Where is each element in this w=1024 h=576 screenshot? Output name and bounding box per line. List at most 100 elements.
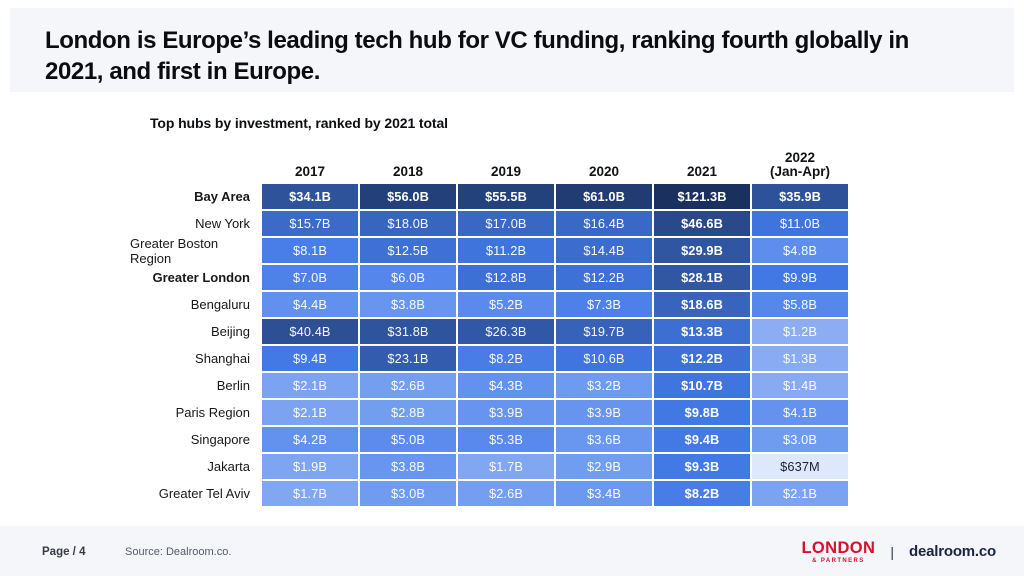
heat-cell: $3.9B — [458, 400, 554, 425]
heat-cell: $1.7B — [458, 454, 554, 479]
heat-cell: $28.1B — [654, 265, 750, 290]
heat-cell: $7.3B — [556, 292, 652, 317]
heat-cell: $2.1B — [262, 373, 358, 398]
column-header-2018: 2018 — [392, 164, 424, 179]
heat-cell: $3.0B — [360, 481, 456, 506]
heat-cell: $9.8B — [654, 400, 750, 425]
heat-cell: $2.1B — [262, 400, 358, 425]
heat-cell: $2.9B — [556, 454, 652, 479]
heat-cell: $9.3B — [654, 454, 750, 479]
column-header-2020: 2020 — [588, 164, 620, 179]
heat-cell: $18.6B — [654, 292, 750, 317]
heat-cell: $5.2B — [458, 292, 554, 317]
heat-cell: $3.8B — [360, 292, 456, 317]
heat-cell: $56.0B — [360, 184, 456, 209]
heat-cell: $1.4B — [752, 373, 848, 398]
heat-cell: $7.0B — [262, 265, 358, 290]
heat-cell: $55.5B — [458, 184, 554, 209]
heat-cell: $4.1B — [752, 400, 848, 425]
heat-cell: $3.8B — [360, 454, 456, 479]
heat-cell: $11.2B — [458, 238, 554, 263]
row-label: Greater London — [152, 270, 250, 285]
dealroom-logo: dealroom.co — [909, 543, 996, 561]
heat-cell: $3.2B — [556, 373, 652, 398]
row-label: Greater Tel Aviv — [158, 486, 250, 501]
column-header-2017: 2017 — [294, 164, 326, 179]
heat-cell: $4.3B — [458, 373, 554, 398]
london-partners-logo: LONDON & PARTNERS — [801, 538, 876, 564]
heat-cell: $9.4B — [262, 346, 358, 371]
logo-separator: | — [890, 543, 894, 560]
heat-cell: $5.8B — [752, 292, 848, 317]
heat-cell: $4.4B — [262, 292, 358, 317]
heat-cell: $12.2B — [556, 265, 652, 290]
heat-cell: $6.0B — [360, 265, 456, 290]
heat-cell: $8.2B — [458, 346, 554, 371]
slide-title: London is Europe’s leading tech hub for … — [45, 27, 909, 85]
heat-cell: $8.2B — [654, 481, 750, 506]
heat-cell: $61.0B — [556, 184, 652, 209]
heat-cell: $3.0B — [752, 427, 848, 452]
heat-cell: $34.1B — [262, 184, 358, 209]
heat-cell: $10.7B — [654, 373, 750, 398]
heat-cell: $18.0B — [360, 211, 456, 236]
footer-band — [0, 526, 1024, 576]
row-label: Shanghai — [195, 351, 250, 366]
heat-cell: $11.0B — [752, 211, 848, 236]
heat-cell: $46.6B — [654, 211, 750, 236]
heat-cell: $2.6B — [360, 373, 456, 398]
heat-cell: $2.1B — [752, 481, 848, 506]
heat-cell: $8.1B — [262, 238, 358, 263]
heat-cell: $35.9B — [752, 184, 848, 209]
heat-cell: $1.7B — [262, 481, 358, 506]
column-header-2019: 2019 — [490, 164, 522, 179]
heat-cell: $12.5B — [360, 238, 456, 263]
heat-cell: $3.9B — [556, 400, 652, 425]
page-number: Page / 4 — [42, 546, 86, 558]
row-label: Bay Area — [194, 189, 250, 204]
heat-cell: $5.0B — [360, 427, 456, 452]
heat-cell: $1.2B — [752, 319, 848, 344]
heat-cell: $637M — [752, 454, 848, 479]
row-label: Bengaluru — [190, 297, 250, 312]
row-label: Singapore — [190, 432, 250, 447]
heat-cell: $15.7B — [262, 211, 358, 236]
column-header-2021: 2021 — [686, 164, 718, 179]
heat-cell: $29.9B — [654, 238, 750, 263]
table-title: Top hubs by investment, ranked by 2021 t… — [150, 115, 448, 131]
london-logo-text: LONDON — [801, 538, 876, 557]
heat-cell: $9.9B — [752, 265, 848, 290]
heat-cell: $2.6B — [458, 481, 554, 506]
heat-cell: $1.3B — [752, 346, 848, 371]
heat-cell: $23.1B — [360, 346, 456, 371]
heat-cell: $1.9B — [262, 454, 358, 479]
heat-cell: $9.4B — [654, 427, 750, 452]
heat-cell: $14.4B — [556, 238, 652, 263]
heat-cell: $3.4B — [556, 481, 652, 506]
heat-cell: $2.8B — [360, 400, 456, 425]
heat-cell: $4.8B — [752, 238, 848, 263]
london-logo-subtext: & PARTNERS — [812, 558, 865, 564]
heat-cell: $4.2B — [262, 427, 358, 452]
row-label: Berlin — [216, 378, 250, 393]
heat-cell: $10.6B — [556, 346, 652, 371]
table-corner — [130, 147, 260, 182]
heat-cell: $3.6B — [556, 427, 652, 452]
heat-cell: $12.2B — [654, 346, 750, 371]
heat-cell: $31.8B — [360, 319, 456, 344]
heat-cell: $5.3B — [458, 427, 554, 452]
row-label: Jakarta — [207, 459, 250, 474]
logo-cluster: LONDON & PARTNERS | dealroom.co — [801, 538, 996, 564]
heat-cell: $40.4B — [262, 319, 358, 344]
header-band: London is Europe’s leading tech hub for … — [10, 8, 1014, 92]
heat-cell: $12.8B — [458, 265, 554, 290]
row-label: Paris Region — [175, 405, 250, 420]
row-label: Beijing — [210, 324, 250, 339]
investment-table: 2017 2018 2019 2020 2021 2022 (Jan-Apr) Bay Ar… — [130, 147, 848, 506]
heat-cell: $17.0B — [458, 211, 554, 236]
heat-cell: $121.3B — [654, 184, 750, 209]
heat-cell: $13.3B — [654, 319, 750, 344]
heat-cell: $16.4B — [556, 211, 652, 236]
heat-cell: $19.7B — [556, 319, 652, 344]
